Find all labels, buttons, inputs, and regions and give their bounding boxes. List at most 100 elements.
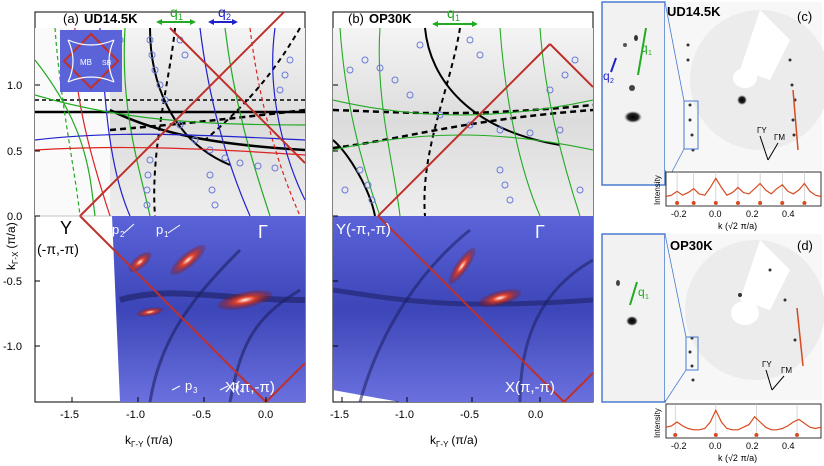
- panel-a-arpes-bottom: [112, 216, 305, 402]
- panel-a-tag: (a): [63, 11, 79, 26]
- hotspot-p1: [170, 244, 206, 276]
- panel-b-gamma: Γ: [535, 222, 545, 242]
- axes: kΓ-X(π/a) 1.0 0.5 0.0 -0.5 -1.0 -1.5 -1.…: [3, 80, 543, 449]
- profile-tick: 0.2: [746, 441, 759, 451]
- profile-d-ticks: -0.2 0.0 0.2 0.4: [671, 441, 795, 451]
- x-tick: 0.0: [528, 409, 543, 421]
- x-tick: -0.5: [192, 409, 211, 421]
- p1-sub: 1: [164, 230, 169, 239]
- panel-a-bz-line-1: [79, 12, 286, 217]
- p2-label: p: [112, 222, 119, 237]
- y-tick: 1.0: [7, 80, 22, 92]
- panel-b-bz-line-2: [377, 215, 565, 402]
- x-tick: -0.5: [460, 409, 479, 421]
- panel-b-tag: (b): [348, 11, 364, 26]
- panel-d-tag: (d): [797, 238, 813, 253]
- panel-a-gamma: Γ: [258, 222, 268, 242]
- profile-tick: 0.2: [746, 209, 759, 219]
- panel-a-q2-sub: 2: [226, 12, 231, 22]
- panel-d: q 1 ΓY ΓM OP30K (d) Intensity -0.2 0.0 0…: [601, 233, 824, 463]
- y-tick: -1.0: [3, 341, 22, 353]
- profile-c-ticks: -0.2 0.0 0.2 0.4: [671, 209, 795, 219]
- y-ticks: 1.0 0.5 0.0 -0.5 -1.0: [3, 80, 338, 353]
- inset-mb-label: MB: [80, 58, 92, 67]
- profile-peak-marker: [675, 201, 680, 205]
- y-tick: 0.0: [7, 211, 22, 223]
- hotspot-p2: [128, 251, 152, 273]
- panel-d-gm: ΓM: [781, 366, 792, 375]
- profile-tick: 0.4: [782, 441, 795, 451]
- panel-b-sample: OP30K: [369, 11, 412, 26]
- p3-label: p: [185, 378, 192, 393]
- p4-sub: 4: [240, 386, 245, 395]
- profile-peak-marker: [735, 201, 740, 205]
- x-tick: 0.0: [258, 409, 273, 421]
- x-tick: -1.5: [60, 409, 79, 421]
- p3-sub: 3: [193, 386, 198, 395]
- panel-b-circles: [341, 36, 584, 204]
- panel-c-q2-label: q: [603, 69, 610, 83]
- panel-b-q1-sub: 1: [455, 13, 460, 23]
- panel-a-q1-label: q: [170, 4, 178, 20]
- profile-peak-marker: [754, 433, 759, 437]
- profile-peak-marker: [691, 201, 696, 205]
- x-tick: -1.0: [395, 409, 414, 421]
- p1-label: p: [156, 222, 163, 237]
- panel-c-q1-sub: 1: [648, 50, 652, 57]
- panel-d-q1-label: q: [638, 285, 645, 299]
- profile-peak-marker: [758, 201, 763, 205]
- panel-c-q2-sub: 2: [610, 78, 614, 85]
- panel-d-sample: OP30K: [670, 238, 713, 253]
- profile-tick: 0.0: [709, 441, 722, 451]
- profile-line: [665, 408, 822, 431]
- panel-c: q 1 q 2 ΓY ΓM UD14.5K (c) Intensity -0.2…: [601, 1, 824, 231]
- profile-d-frame: [665, 403, 822, 439]
- panel-c-zoom: [601, 1, 666, 186]
- y-tick: 0.5: [7, 146, 22, 158]
- panel-a-y-coord: (-π,-π): [37, 241, 79, 257]
- panel-d-q1-sub: 1: [645, 294, 649, 301]
- panel-a-q1-sub: 1: [178, 12, 183, 22]
- panel-b-y-point: Y(-π,-π): [336, 221, 391, 238]
- profile-tick: 0.0: [709, 209, 722, 219]
- panel-a-q2-label: q: [218, 4, 226, 20]
- panel-a-bz-line-2: [79, 215, 267, 402]
- panel-d-gy: ΓY: [762, 360, 772, 369]
- panel-c-q1-label: q: [641, 41, 648, 55]
- panel-b-bz-line-1: [377, 43, 551, 217]
- profile-c-plot: [665, 172, 822, 206]
- y-tick: -0.5: [3, 276, 22, 288]
- profile-peak-marker: [795, 433, 800, 437]
- profile-tick: 0.4: [782, 209, 795, 219]
- panel-b-arpes-bottom: [333, 216, 593, 402]
- panel-c-gy: ΓY: [757, 126, 767, 135]
- panel-c-gm: ΓM: [774, 133, 785, 142]
- profile-tick: -0.2: [671, 209, 687, 219]
- x-axis-label-a: kΓ-Y (π/a): [125, 433, 173, 449]
- panel-b: (b) OP30K q 1 Y(-π,-π) Γ X(π,-π): [332, 5, 594, 403]
- panel-a-sample: UD14.5K: [84, 11, 138, 26]
- panel-a-x-point: X(π,-π): [225, 379, 275, 396]
- panel-a-y-point: Y: [60, 218, 72, 238]
- x-tick: -1.0: [126, 409, 145, 421]
- panel-c-tag: (c): [797, 9, 812, 24]
- hotspot-main: [217, 290, 273, 310]
- profile-peak-marker: [713, 433, 718, 437]
- panel-b-q1-label: q: [447, 5, 455, 21]
- x-ticks-a: -1.5 -1.0 -0.5 0.0: [60, 397, 273, 421]
- profile-line: [665, 177, 822, 198]
- p2-sub: 2: [120, 230, 125, 239]
- profile-c-frame: [665, 171, 822, 207]
- profile-peak-marker: [673, 433, 678, 437]
- panel-a-inset: MB SB: [60, 30, 122, 92]
- profile-d-ylabel: Intensity: [653, 408, 662, 438]
- panel-b-hotspot-1: [448, 247, 476, 285]
- panel-b-x-point: X(π,-π): [505, 379, 555, 396]
- profile-c-xlabel: k (√2 π/a): [718, 221, 757, 231]
- profile-peak-marker: [713, 201, 718, 205]
- profile-tick: -0.2: [671, 441, 687, 451]
- inset-sb-label: SB: [102, 60, 112, 67]
- panel-c-sample: UD14.5K: [667, 4, 721, 19]
- profile-d-plot: [665, 404, 822, 438]
